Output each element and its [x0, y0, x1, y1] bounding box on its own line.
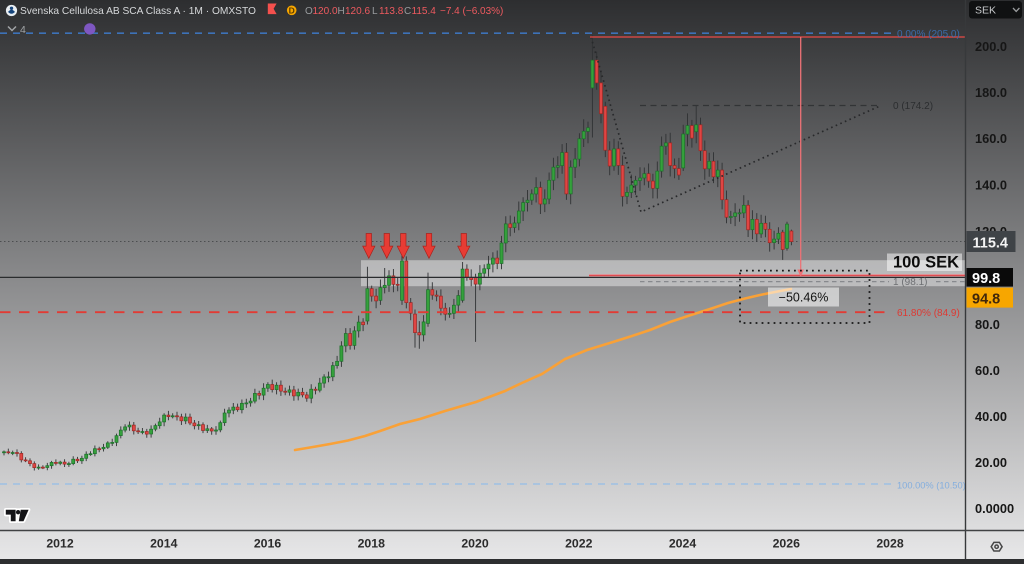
svg-text:L: L: [372, 6, 378, 17]
svg-text:2016: 2016: [254, 537, 282, 551]
svg-text:115.4: 115.4: [412, 6, 437, 17]
svg-text:100.00% (10.50): 100.00% (10.50): [897, 480, 966, 490]
svg-text:180.0: 180.0: [975, 85, 1007, 100]
svg-text:2018: 2018: [358, 537, 386, 551]
svg-text:2012: 2012: [46, 537, 74, 551]
svg-text:160.0: 160.0: [975, 131, 1007, 146]
svg-text:0.00% (205.0): 0.00% (205.0): [897, 29, 960, 40]
svg-text:−50.46%: −50.46%: [779, 291, 829, 305]
svg-text:200.0: 200.0: [975, 39, 1007, 54]
svg-text:2028: 2028: [876, 537, 904, 551]
svg-text:20.00: 20.00: [975, 455, 1007, 470]
svg-text:2014: 2014: [150, 537, 178, 551]
svg-text:115.4: 115.4: [973, 235, 1009, 251]
svg-text:2026: 2026: [773, 537, 801, 551]
svg-text:O: O: [305, 6, 313, 17]
svg-text:120.0: 120.0: [313, 6, 338, 17]
svg-text:61.80% (84.9): 61.80% (84.9): [897, 308, 960, 319]
svg-text:0 (174.2): 0 (174.2): [893, 101, 933, 112]
svg-text:40.00: 40.00: [975, 409, 1007, 424]
svg-text:140.0: 140.0: [975, 178, 1007, 193]
svg-text:80.0: 80.0: [975, 317, 1000, 332]
svg-text:100 SEK: 100 SEK: [893, 253, 959, 271]
svg-text:2022: 2022: [565, 537, 593, 551]
svg-text:4: 4: [20, 24, 26, 36]
svg-text:94.8: 94.8: [972, 291, 1000, 307]
svg-text:120.6: 120.6: [345, 6, 370, 17]
svg-text:2020: 2020: [461, 537, 489, 551]
svg-text:1 (98.1): 1 (98.1): [893, 277, 927, 288]
svg-text:C: C: [404, 6, 411, 17]
svg-text:99.8: 99.8: [972, 271, 1000, 287]
svg-text:H: H: [338, 6, 345, 17]
svg-text:0.0000: 0.0000: [975, 501, 1014, 516]
svg-text:2024: 2024: [669, 537, 697, 551]
svg-text:60.0: 60.0: [975, 363, 1000, 378]
svg-text:Svenska Cellulosa AB SCA Class: Svenska Cellulosa AB SCA Class A · 1M · …: [20, 6, 256, 17]
svg-text:−7.4 (−6.03%): −7.4 (−6.03%): [440, 6, 503, 17]
svg-text:113.8: 113.8: [379, 6, 404, 17]
svg-text:D: D: [289, 6, 295, 16]
svg-text:SEK: SEK: [975, 5, 996, 17]
